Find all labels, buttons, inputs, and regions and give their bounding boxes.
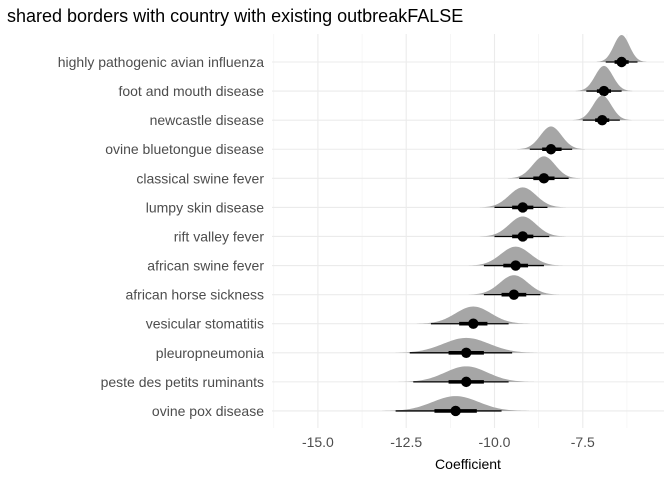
halfeye-12 <box>382 396 530 417</box>
y-category-label: african swine fever <box>147 258 264 274</box>
density-4 <box>507 156 581 179</box>
x-tick-label: -15.0 <box>302 434 334 450</box>
median-point-7 <box>510 260 521 271</box>
grid <box>272 34 664 428</box>
halfeye-11 <box>398 366 535 388</box>
density-5 <box>479 187 566 208</box>
halfeye-5 <box>479 187 566 213</box>
y-category-label: pleuropneumonia <box>156 345 264 361</box>
density-10 <box>392 337 540 353</box>
halfeye-0 <box>596 35 647 68</box>
density-9 <box>416 306 530 324</box>
density-12 <box>382 396 530 411</box>
median-point-10 <box>461 347 472 358</box>
density-8 <box>468 275 560 295</box>
density-11 <box>398 366 535 382</box>
y-category-label: african horse sickness <box>125 287 264 303</box>
median-point-5 <box>517 202 528 213</box>
x-tick-label: -12.5 <box>390 434 422 450</box>
median-point-1 <box>598 85 610 97</box>
y-category-label: lumpy skin disease <box>146 199 264 215</box>
halfeye-3 <box>517 126 585 155</box>
y-category-label: highly pathogenic avian influenza <box>58 54 264 70</box>
x-axis-ticks: -15.0 -12.5 -10.0 -7.5 <box>302 434 595 450</box>
y-category-label: classical swine fever <box>136 170 264 186</box>
halfeye-1 <box>575 65 633 97</box>
y-category-label: rift valley fever <box>174 228 265 244</box>
halfeye-2 <box>572 95 632 126</box>
median-point-12 <box>450 405 461 417</box>
y-category-label: ovine bluetongue disease <box>105 141 264 157</box>
halfeye-6 <box>479 216 566 242</box>
median-point-6 <box>517 231 528 242</box>
halfeye-10 <box>392 337 540 358</box>
density-7 <box>468 246 564 266</box>
density-3 <box>517 126 585 150</box>
plot-marks <box>382 35 647 417</box>
halfeye-9 <box>416 306 530 329</box>
y-category-label: foot and mouth disease <box>118 83 264 99</box>
x-axis-label: Coefficient <box>435 456 501 472</box>
y-category-label: peste des petits ruminants <box>101 374 264 390</box>
y-category-label: vesicular stomatitis <box>146 316 264 332</box>
density-2 <box>572 95 632 121</box>
median-point-11 <box>461 376 472 388</box>
density-0 <box>596 35 647 62</box>
median-point-3 <box>545 144 557 155</box>
median-point-0 <box>616 56 627 68</box>
chart-title: shared borders with country with existin… <box>7 6 463 26</box>
density-1 <box>575 65 633 92</box>
y-category-label: newcastle disease <box>150 112 265 128</box>
y-category-label: ovine pox disease <box>152 403 264 419</box>
median-point-9 <box>468 318 479 329</box>
halfeye-7 <box>468 246 564 271</box>
x-tick-label: -7.5 <box>571 434 595 450</box>
halfeye-8 <box>468 275 560 300</box>
median-point-4 <box>538 173 550 184</box>
median-point-8 <box>508 289 520 300</box>
density-6 <box>479 216 566 237</box>
x-tick-label: -10.0 <box>479 434 511 450</box>
halfeye-4 <box>507 156 581 184</box>
median-point-2 <box>596 114 608 126</box>
y-axis-labels: highly pathogenic avian influenza foot an… <box>58 54 265 419</box>
